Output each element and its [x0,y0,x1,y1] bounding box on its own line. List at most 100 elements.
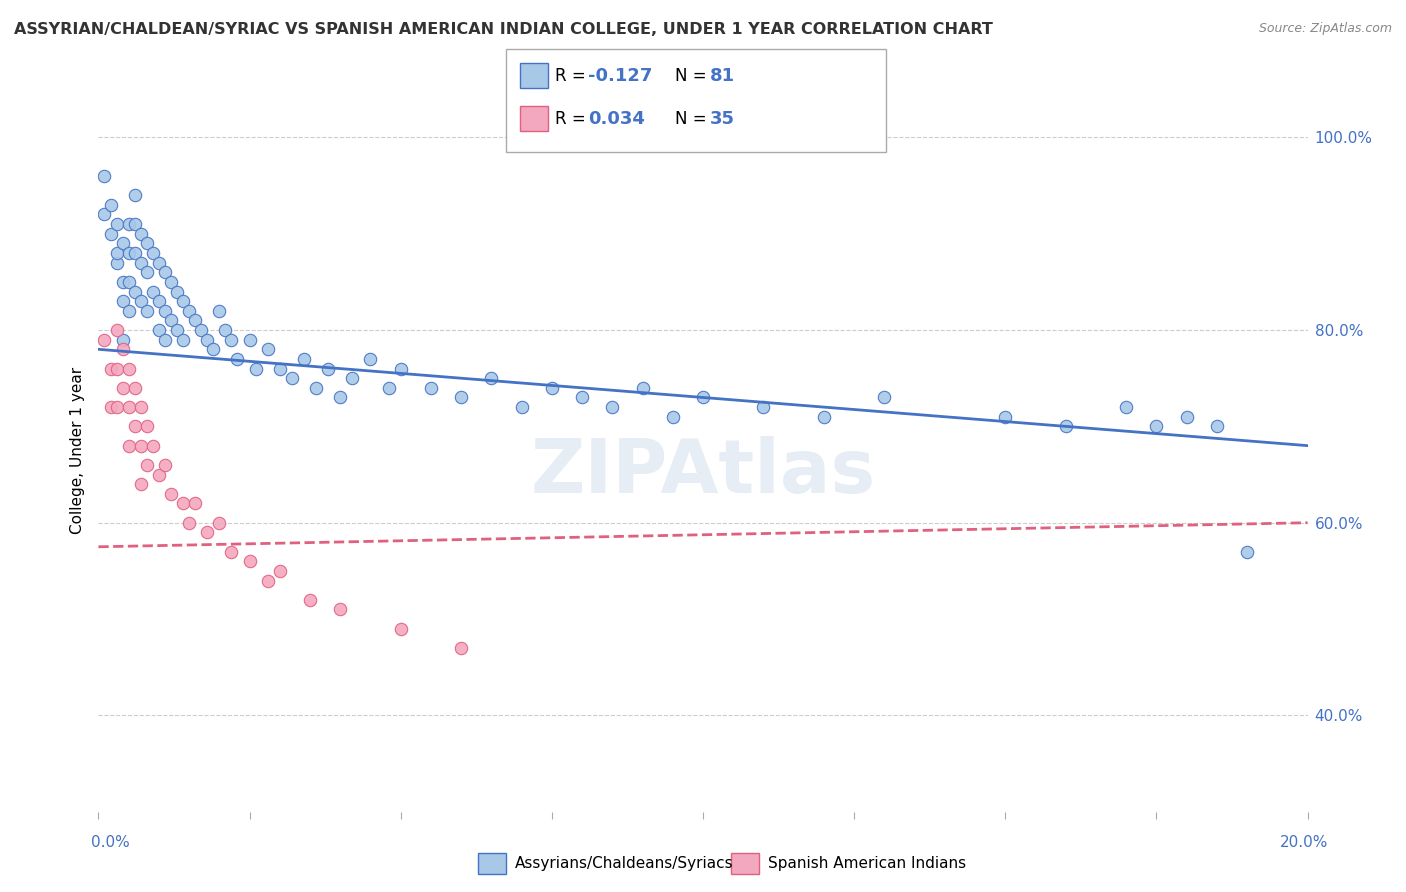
Point [299,592,322,607]
Point [994,409,1017,424]
Text: ASSYRIAN/CHALDEAN/SYRIAC VS SPANISH AMERICAN INDIAN COLLEGE, UNDER 1 YEAR CORREL: ASSYRIAN/CHALDEAN/SYRIAC VS SPANISH AMER… [14,22,993,37]
Point [190,323,212,337]
Point [195,333,218,347]
Point [360,351,382,366]
Point [148,467,170,482]
Point [118,217,141,231]
Point [129,294,152,309]
Point [292,351,315,366]
Point [160,275,183,289]
Point [184,496,207,510]
Point [226,351,249,366]
Point [256,574,278,588]
Point [93,207,115,221]
Point [377,381,399,395]
Point [124,381,146,395]
Point [510,400,533,414]
Text: Spanish American Indians: Spanish American Indians [768,856,966,871]
Point [305,381,328,395]
Point [1236,544,1258,558]
Point [135,236,157,251]
Point [160,487,183,501]
Point [571,391,593,405]
Point [111,236,134,251]
Point [208,303,231,318]
Point [602,400,624,414]
Point [873,391,896,405]
Point [631,381,654,395]
Point [111,275,134,289]
Point [239,333,262,347]
Point [100,227,122,241]
Point [153,458,176,472]
Point [105,323,128,337]
Y-axis label: College, Under 1 year: College, Under 1 year [69,367,84,534]
Point [129,227,152,241]
Point [692,391,714,405]
Text: 0.0%: 0.0% [91,836,131,850]
Point [129,477,152,491]
Point [269,564,291,578]
Text: 20.0%: 20.0% [1281,836,1329,850]
Point [93,333,115,347]
Point [329,602,352,616]
Point [245,361,267,376]
Point [148,294,170,309]
Point [153,265,176,279]
Point [160,313,183,327]
Point [153,303,176,318]
Point [1144,419,1167,434]
Point [1206,419,1229,434]
Point [256,343,278,357]
Point [450,391,472,405]
Point [124,285,146,299]
Point [481,371,503,385]
Point [100,198,122,212]
Text: R =: R = [555,67,592,85]
Point [105,246,128,260]
Point [221,544,243,558]
Point [124,419,146,434]
Point [142,246,165,260]
Point [450,640,472,655]
Point [124,188,146,202]
Point [389,622,412,636]
Point [142,439,165,453]
Point [389,361,412,376]
Text: N =: N = [675,110,711,128]
Point [129,439,152,453]
Point [135,419,157,434]
Point [195,525,218,540]
Point [142,285,165,299]
Point [111,294,134,309]
Text: 35: 35 [710,110,735,128]
Point [124,217,146,231]
Point [100,361,122,376]
Point [124,246,146,260]
Point [420,381,443,395]
Point [135,458,157,472]
Point [118,400,141,414]
Point [208,516,231,530]
Point [105,217,128,231]
Point [93,169,115,183]
Text: ZIPAtlas: ZIPAtlas [530,435,876,508]
Text: N =: N = [675,67,711,85]
Point [111,333,134,347]
Text: -0.127: -0.127 [588,67,652,85]
Point [135,265,157,279]
Point [129,255,152,269]
Point [111,343,134,357]
Point [540,381,562,395]
Point [184,313,207,327]
Point [214,323,236,337]
Text: Source: ZipAtlas.com: Source: ZipAtlas.com [1258,22,1392,36]
Point [342,371,364,385]
Text: 0.034: 0.034 [588,110,644,128]
Point [135,303,157,318]
Point [166,323,188,337]
Point [202,343,225,357]
Point [118,361,141,376]
Text: Assyrians/Chaldeans/Syriacs: Assyrians/Chaldeans/Syriacs [515,856,733,871]
Point [129,400,152,414]
